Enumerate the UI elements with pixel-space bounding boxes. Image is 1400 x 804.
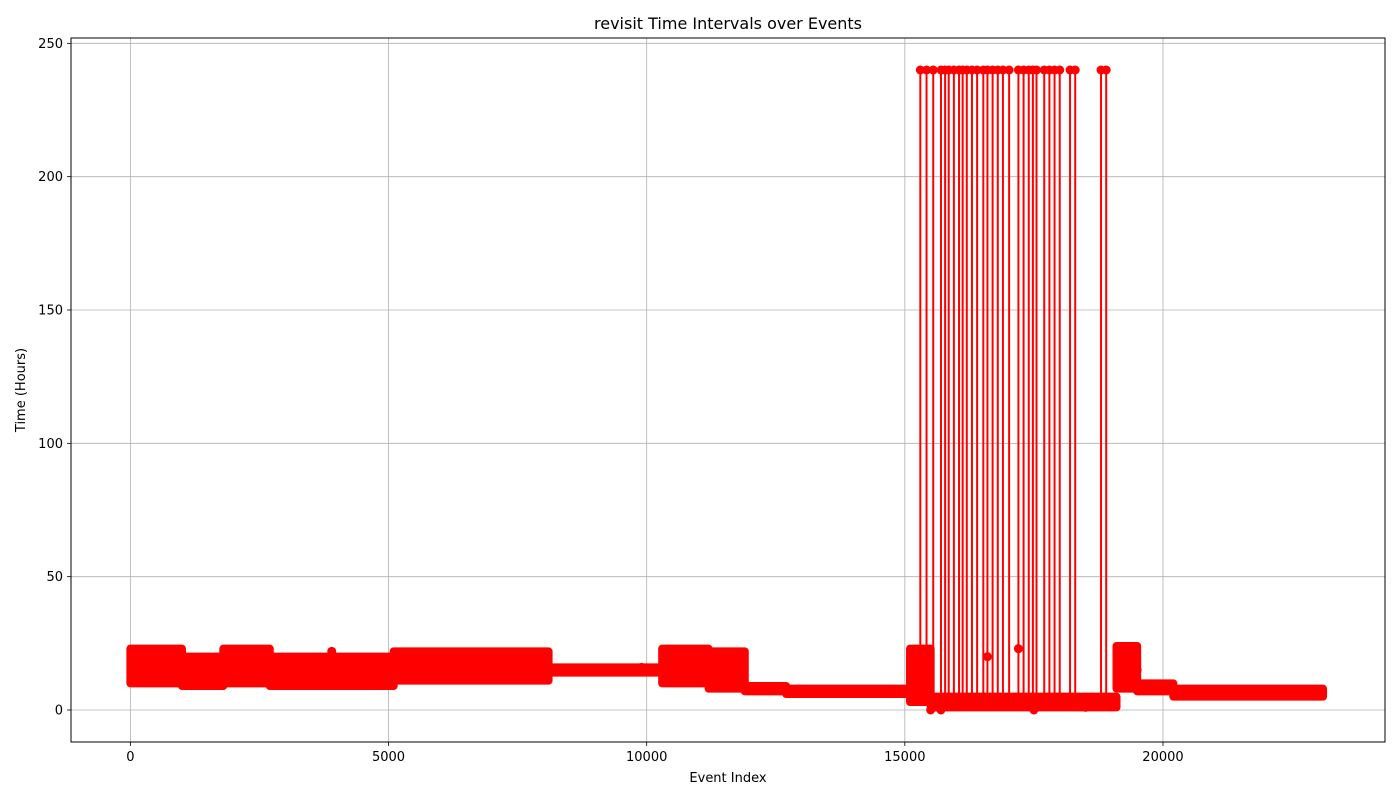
data-point	[1029, 705, 1039, 715]
x-tick-label: 0	[126, 750, 134, 765]
data-band	[389, 647, 553, 685]
data-layer	[126, 65, 1328, 715]
chart-title: revisit Time Intervals over Events	[594, 14, 862, 33]
data-band	[740, 682, 791, 696]
y-tick-label: 0	[55, 704, 63, 719]
y-tick-label: 200	[38, 170, 63, 185]
data-point	[936, 705, 946, 715]
data-point	[1013, 644, 1023, 654]
data-band	[178, 652, 228, 690]
data-band	[126, 644, 187, 688]
data-point	[637, 662, 647, 672]
y-axis-label: Time (Hours)	[14, 348, 29, 433]
data-band	[1112, 642, 1142, 693]
x-tick-label: 5000	[372, 750, 405, 765]
x-axis-label: Event Index	[689, 771, 766, 786]
data-band	[1133, 679, 1178, 696]
x-tick-label: 10000	[626, 750, 667, 765]
grid-layer	[71, 38, 1385, 742]
data-band	[1169, 684, 1328, 701]
data-band	[704, 647, 749, 693]
y-tick-label: 250	[38, 37, 63, 52]
data-point	[327, 646, 337, 656]
data-point	[1081, 702, 1091, 712]
y-tick-label: 150	[38, 304, 63, 319]
data-band	[265, 652, 398, 690]
x-tick-label: 15000	[884, 750, 925, 765]
data-band	[658, 644, 713, 688]
data-point	[982, 652, 992, 662]
data-band	[219, 644, 274, 688]
y-tick-label: 100	[38, 437, 63, 452]
plot-frame	[70, 37, 1386, 743]
data-point	[1132, 665, 1142, 675]
data-point	[926, 705, 936, 715]
tick-layer: 0 5000 10000 15000 20000 0 50 100 150 200 250	[38, 37, 1183, 765]
x-tick-label: 20000	[1142, 750, 1183, 765]
y-tick-label: 50	[46, 570, 63, 585]
data-band	[782, 684, 914, 698]
data-band	[544, 663, 667, 677]
